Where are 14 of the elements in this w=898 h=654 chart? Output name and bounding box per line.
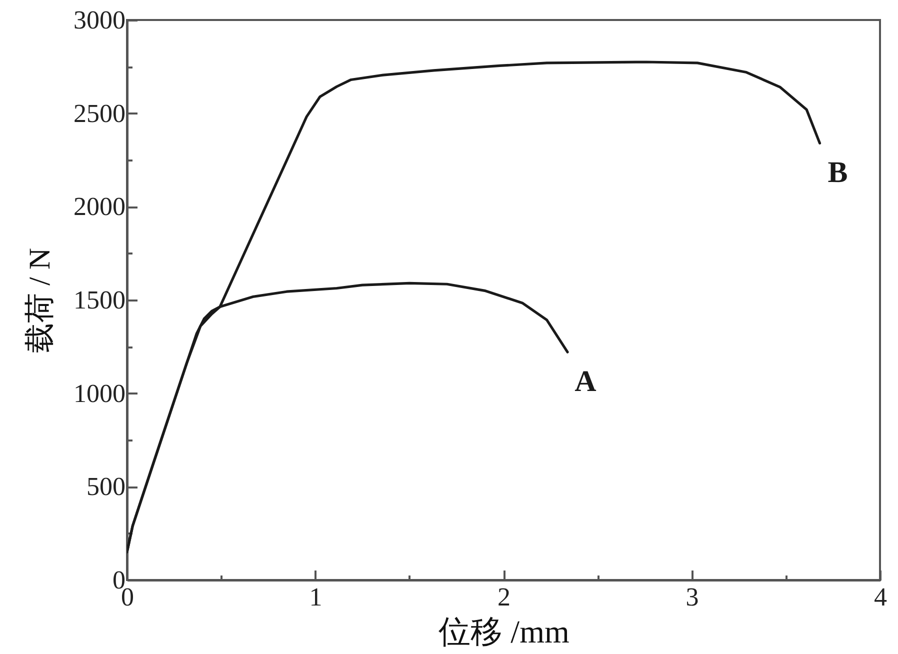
y-tick-label: 500 — [86, 472, 126, 502]
y-tick-label: 2500 — [74, 98, 126, 128]
y-tick-label: 1500 — [74, 286, 126, 314]
y-tick-label: 1000 — [74, 378, 126, 408]
x-axis-title: 位移 /mm — [438, 614, 570, 650]
y-tick-label: 3000 — [74, 6, 126, 34]
x-tick-label: 2 — [498, 582, 510, 612]
y-tick-label: 2000 — [74, 192, 126, 222]
x-tick-label: 1 — [309, 582, 322, 612]
y-axis-title: 载荷 / N — [24, 248, 56, 353]
x-tick-label: 4 — [874, 582, 887, 612]
series-label: A — [574, 365, 597, 398]
x-tick-label: 3 — [686, 582, 699, 612]
series-label: B — [828, 156, 848, 190]
